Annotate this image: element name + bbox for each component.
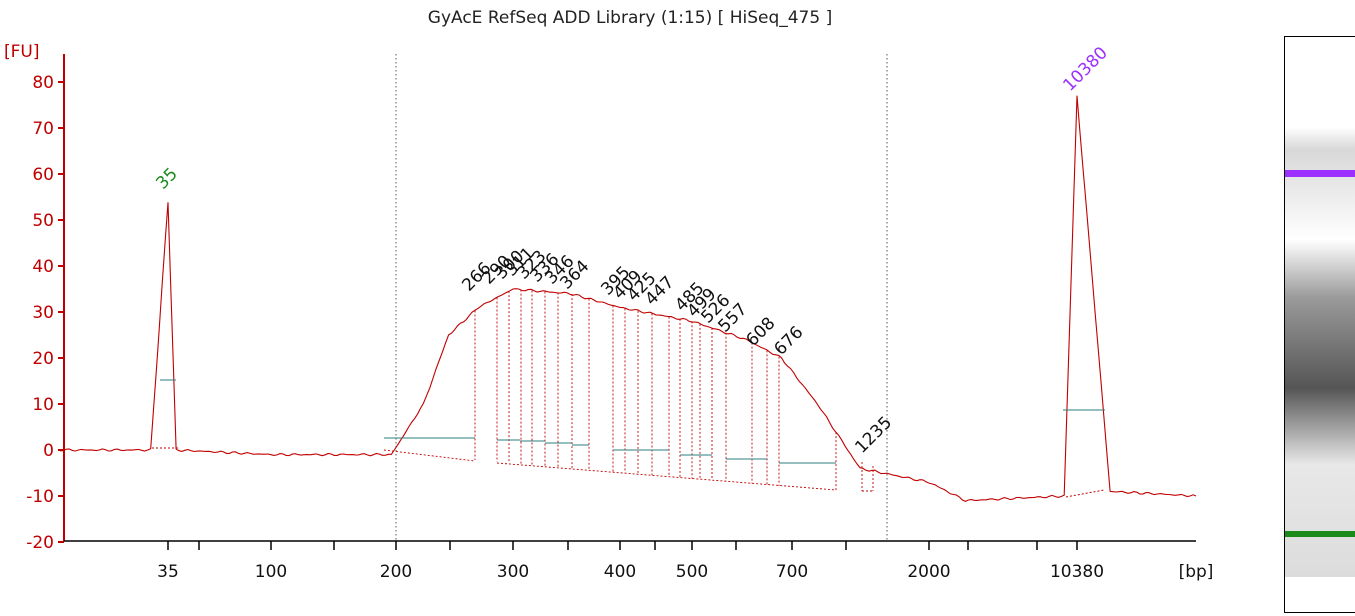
- gel-smear: [1285, 127, 1355, 577]
- peak-integration-line: [1065, 489, 1105, 498]
- subpeak-floor: [383, 449, 476, 462]
- marker-peak-label-low: 35: [152, 164, 181, 193]
- x-axis-label: [bp]: [1179, 562, 1214, 582]
- marker-peak-label-high: 10380: [1059, 43, 1111, 95]
- gel-lane: [1285, 127, 1355, 577]
- x-tick-label: 300: [497, 562, 529, 582]
- x-tick-label: 10380: [1050, 562, 1104, 582]
- y-tick-label: 40: [32, 257, 54, 277]
- x-tick-label: 35: [157, 562, 179, 582]
- y-tick-label: 10: [32, 395, 54, 415]
- x-tick-label: 500: [676, 562, 708, 582]
- gel-upper-marker-band: [1285, 170, 1355, 177]
- y-tick-label: -10: [26, 487, 54, 507]
- y-tick-label: 70: [32, 119, 54, 139]
- x-tick-label: 100: [255, 562, 287, 582]
- x-tick-label: 200: [380, 562, 412, 582]
- subpeak-floor: [496, 462, 837, 491]
- x-tick-label: 700: [776, 562, 808, 582]
- y-tick-label: 30: [32, 303, 54, 323]
- y-tick-label: 80: [32, 73, 54, 93]
- y-tick-label: 50: [32, 211, 54, 231]
- chart-title: GyAcE RefSeq ADD Library (1:15) [ HiSeq_…: [428, 8, 832, 28]
- peak-label: 1235: [851, 413, 896, 458]
- gel-image: [1284, 36, 1355, 613]
- trace-layer: [59, 95, 1197, 503]
- x-tick-label: 2000: [907, 562, 950, 582]
- y-axis-label: [FU]: [4, 42, 40, 62]
- trace-line: [59, 95, 1197, 503]
- y-tick-label: 60: [32, 165, 54, 185]
- y-tick-label: 0: [43, 441, 54, 461]
- y-tick-label: -20: [26, 533, 54, 553]
- gel-lower-marker-band: [1285, 531, 1355, 537]
- y-tick-label: 20: [32, 349, 54, 369]
- x-tick-label: 400: [604, 562, 636, 582]
